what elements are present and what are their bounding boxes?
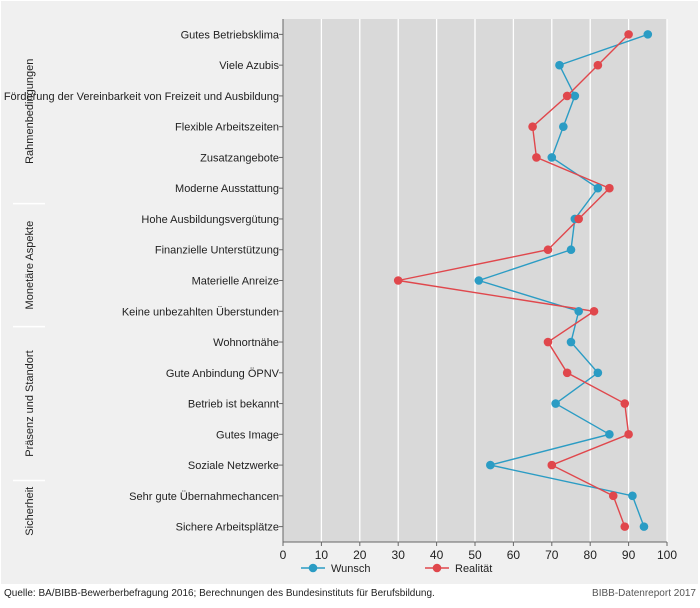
data-point — [624, 30, 633, 39]
group-label: Rahmenbedingungen — [24, 59, 36, 164]
data-point — [628, 491, 637, 501]
data-point — [543, 245, 553, 255]
x-tick-label: 40 — [430, 548, 444, 562]
category-label: Materielle Anreize — [192, 276, 279, 288]
x-tick-label: 90 — [622, 548, 636, 562]
data-point — [608, 491, 618, 501]
x-tick-label: 30 — [392, 548, 406, 562]
category-label: Förderung der Vereinbarkeit von Freizeit… — [4, 91, 279, 103]
data-point — [532, 153, 541, 162]
data-point — [593, 368, 603, 378]
data-point — [551, 399, 560, 408]
data-point — [543, 337, 553, 347]
category-label: Sichere Arbeitsplätze — [176, 522, 279, 534]
category-label: Betrieb ist bekannt — [188, 399, 279, 411]
data-point — [559, 122, 568, 131]
category-label: Keine unbezahlten Überstunden — [122, 306, 279, 318]
data-point — [605, 430, 614, 439]
x-tick-label: 70 — [545, 548, 559, 562]
category-label: Gutes Image — [216, 429, 279, 441]
data-point — [528, 122, 537, 131]
data-point — [555, 60, 564, 70]
data-point — [547, 460, 557, 470]
category-label: Soziale Netzwerke — [188, 460, 279, 472]
group-label: Monetäre Aspekte — [24, 221, 36, 310]
group-label: Sicherheit — [24, 487, 36, 536]
line-chart: 0 10 20 30 40 50 60 70 80 90 100 Gutes Betriebsklim… — [4, 19, 677, 575]
x-tick-label: 60 — [507, 548, 521, 562]
x-tick-label: 50 — [468, 548, 482, 562]
data-point — [570, 91, 580, 101]
data-point — [643, 30, 653, 39]
category-label: Flexible Arbeitszeiten — [175, 122, 279, 134]
x-tick-label: 20 — [353, 548, 367, 562]
data-point — [486, 460, 495, 470]
category-label: Hohe Ausbildungsvergütung — [141, 214, 279, 226]
data-point — [547, 153, 557, 162]
legend-label: Wunsch — [331, 563, 371, 575]
data-point — [620, 399, 630, 408]
data-point — [562, 368, 572, 378]
x-tick-label: 100 — [657, 548, 677, 562]
source-note: Quelle: BA/BIBB-Bewerberbefragung 2016; … — [4, 588, 435, 599]
legend-marker — [308, 563, 318, 573]
category-label: Sehr gute Übernahmechancen — [129, 491, 279, 503]
legend-label: Realität — [455, 563, 492, 575]
data-point — [566, 245, 576, 255]
x-tick-label: 80 — [584, 548, 598, 562]
data-point — [574, 214, 583, 224]
data-point — [589, 306, 599, 316]
category-label: Zusatzangebote — [200, 152, 279, 164]
data-point — [593, 183, 603, 193]
chart-panel: 0 10 20 30 40 50 60 70 80 90 100 Gutes Betriebsklim… — [1, 1, 698, 584]
legend-marker — [432, 563, 442, 573]
data-point — [593, 60, 603, 70]
data-point — [624, 430, 633, 439]
data-point — [639, 522, 649, 531]
x-tick-label: 0 — [280, 548, 287, 562]
category-label: Moderne Ausstattung — [175, 183, 279, 195]
data-point — [393, 276, 403, 285]
group-label: Präsenz und Standort — [24, 350, 36, 456]
data-point — [566, 337, 576, 347]
data-point — [562, 91, 572, 101]
report-credit: BIBB-Datenreport 2017 — [592, 588, 696, 599]
category-label: Viele Azubis — [219, 60, 279, 72]
data-point — [605, 183, 614, 193]
category-label: Gutes Betriebsklima — [181, 29, 280, 41]
data-point — [620, 522, 630, 531]
category-label: Finanzielle Unterstützung — [155, 245, 279, 257]
x-tick-label: 10 — [315, 548, 329, 562]
data-point — [574, 306, 583, 316]
data-point — [474, 276, 484, 285]
category-label: Wohnortnähe — [213, 337, 279, 349]
category-label: Gute Anbindung ÖPNV — [166, 368, 280, 380]
